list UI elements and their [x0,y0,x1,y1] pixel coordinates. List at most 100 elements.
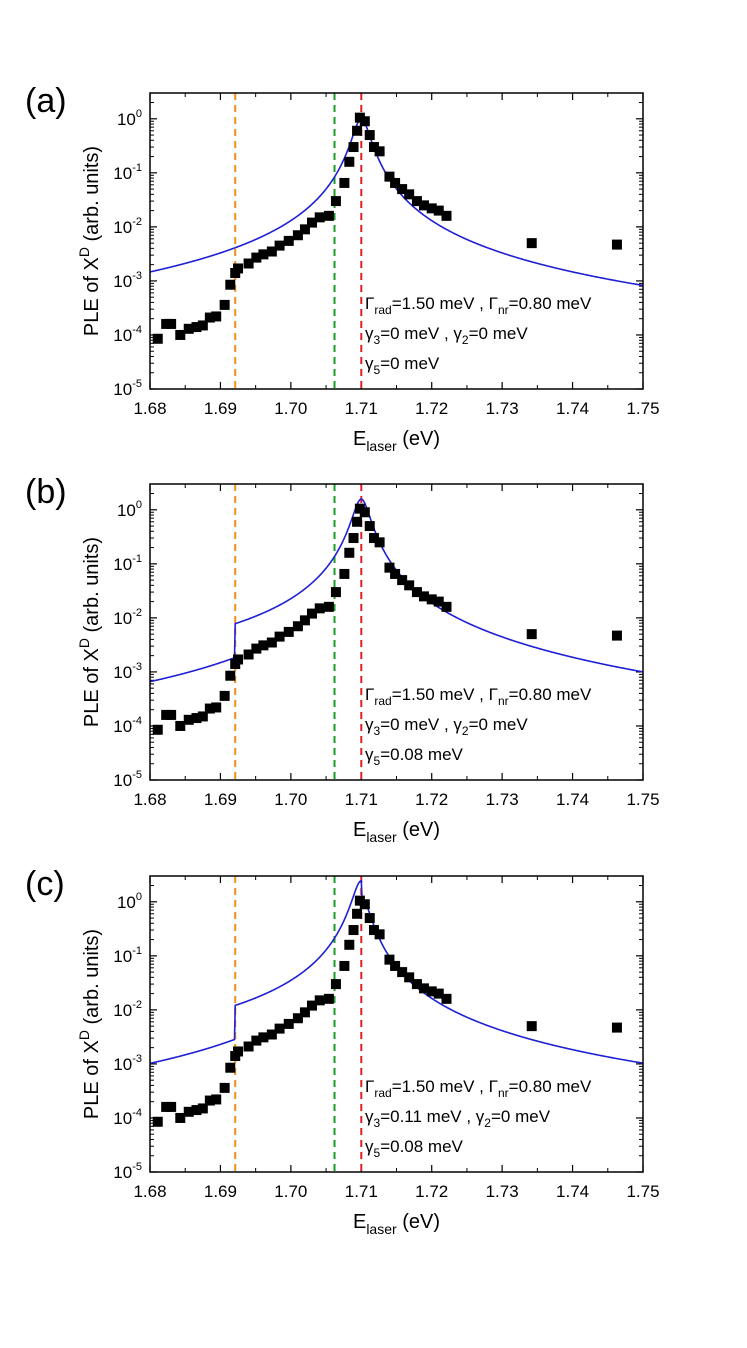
fit-parameter-annotation: γ3=0 meV , γ2=0 meV [365,324,528,347]
data-point [348,533,359,544]
x-tick-label: 1.68 [133,790,166,809]
plot-frame [149,483,644,781]
y-tick-label: 10-3 [113,1053,142,1074]
x-tick-label: 1.74 [556,399,589,418]
y-tick-label: 10-4 [113,324,142,345]
data-point [441,601,452,612]
y-tick-label: 10-1 [113,162,142,183]
data-point [397,967,408,978]
data-point [219,299,230,310]
x-tick-label: 1.74 [556,790,589,809]
data-point [299,1007,310,1018]
data-point [359,116,370,127]
chart-panel-b: (b) 1.68 1.69 1.70 1.71 1.72 1.73 1.74 1.75 100 10… [25,473,660,845]
data-point [344,156,355,167]
plot-frame [149,92,644,390]
data-point [258,640,269,651]
x-tick-label: 1.69 [204,399,237,418]
data-point [197,711,208,722]
fit-parameter-annotation: γ3=0.11 meV , γ2=0 meV [365,1107,551,1130]
data-point [411,196,422,207]
data-point [323,601,334,612]
fit-parameter-annotation: γ5=0.08 meV [365,745,464,768]
y-tick-label: 10-3 [113,270,142,291]
data-point [314,212,325,223]
data-point [266,246,277,257]
data-point [233,654,244,665]
data-point [397,184,408,195]
data-point [404,189,415,200]
data-point [611,239,622,250]
panel-label: (a) [25,82,67,120]
data-point [426,986,437,997]
data-point [197,320,208,331]
y-tick-label: 10-5 [113,769,142,790]
data-point [283,1018,294,1029]
data-point [266,1029,277,1040]
data-point [292,621,303,632]
data-point [611,1022,622,1033]
chart-panel-a: (a) 1.68 1.69 1.70 1.71 1.72 1.73 1.74 1.75 100 10… [25,82,660,454]
data-point [368,142,379,153]
y-tick-label: 10-1 [113,945,142,966]
data-point [274,240,285,251]
data-point [233,1046,244,1057]
data-point [441,993,452,1004]
data-point [352,516,363,527]
x-tick-label: 1.71 [345,399,378,418]
data-point [225,1062,236,1073]
data-point [611,630,622,641]
x-tick-label: 1.71 [345,790,378,809]
data-point [266,637,277,648]
data-point [299,615,310,626]
data-point [306,217,317,228]
data-point [339,568,350,579]
x-tick-label: 1.72 [415,790,448,809]
data-point [152,724,163,735]
data-point [433,596,444,607]
data-point [166,709,177,720]
fit-parameter-annotation: Γrad=1.50 meV , Γnr=0.80 meV [365,294,592,317]
data-point [152,1116,163,1127]
data-point [211,702,222,713]
data-point [183,714,194,725]
x-tick-label: 1.70 [274,1182,307,1201]
data-point [364,913,375,924]
data-point [339,177,350,188]
x-tick-label: 1.69 [204,790,237,809]
y-tick-label: 10-5 [113,378,142,399]
data-point [390,960,401,971]
data-point [323,993,334,1004]
data-point [233,263,244,274]
data-point [299,224,310,235]
data-point [274,1023,285,1034]
panel-label: (b) [25,473,67,511]
y-tick-label: 10-4 [113,715,142,736]
data-point [384,562,395,573]
data-point [348,142,359,153]
y-tick-label: 100 [117,499,142,520]
data-point [283,626,294,637]
data-point [404,580,415,591]
data-point [330,587,341,598]
data-point [368,925,379,936]
data-point [418,591,429,602]
data-point [411,587,422,598]
x-axis-label: Elaser (eV) [353,1211,440,1237]
data-point [292,230,303,241]
data-point [397,575,408,586]
y-axis-label: PLE of XD (arb. units) [76,929,103,1119]
data-point [306,608,317,619]
data-point [390,177,401,188]
y-tick-label: 100 [117,891,142,912]
data-point [359,507,370,518]
data-point [352,125,363,136]
data-point [225,279,236,290]
x-tick-label: 1.71 [345,1182,378,1201]
data-point [364,521,375,532]
data-point [152,333,163,344]
data-point [364,130,375,141]
data-point [426,594,437,605]
data-point [344,547,355,558]
x-tick-label: 1.68 [133,1182,166,1201]
